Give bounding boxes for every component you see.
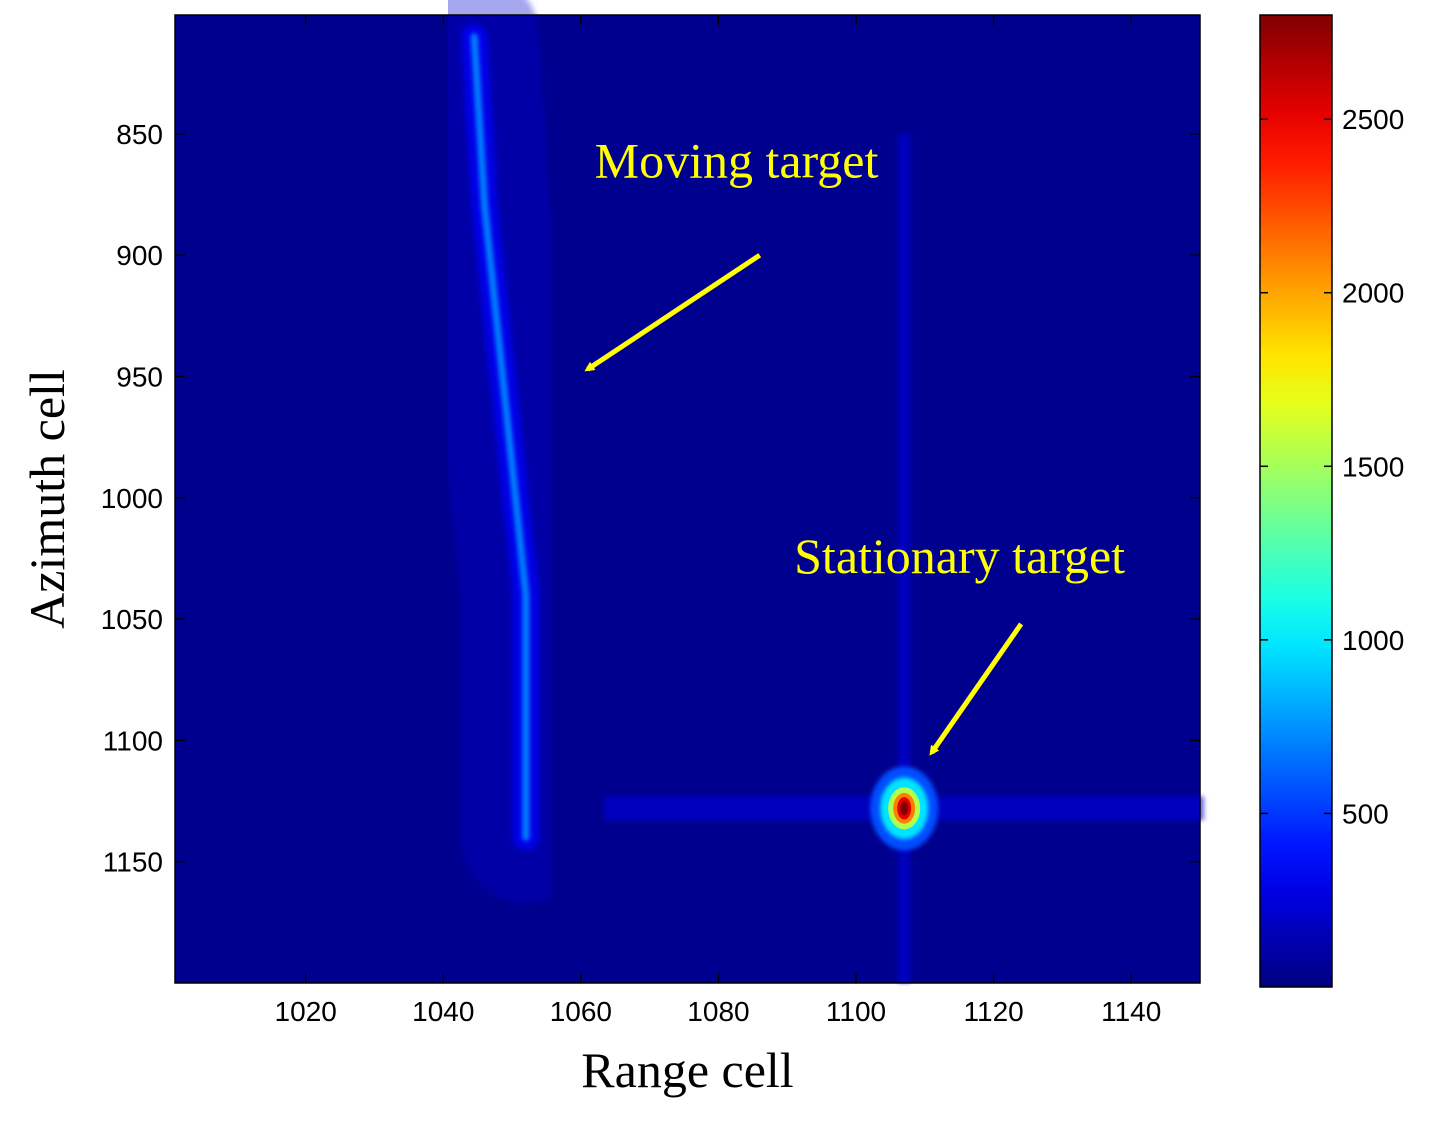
annotation-stationary-target-label: Stationary target xyxy=(794,528,1125,584)
colorbar-tick-label: 500 xyxy=(1342,798,1389,829)
y-tick-label: 850 xyxy=(116,119,163,150)
y-tick-label: 1050 xyxy=(101,604,163,635)
x-axis-label: Range cell xyxy=(581,1042,793,1098)
heatmap-features xyxy=(409,0,1205,983)
colorbar-ticks: 500 1000 1500 2000 2500 xyxy=(1260,104,1404,829)
y-tick-label: 1150 xyxy=(103,847,163,878)
colorbar-scale xyxy=(1259,14,1333,988)
y-tick-label: 950 xyxy=(116,361,163,392)
annotation-stationary-target-arrow xyxy=(929,622,1024,756)
annotations: Moving target Stationary target xyxy=(584,133,1125,756)
annotation-moving-target-label: Moving target xyxy=(595,133,879,189)
heatmap-background xyxy=(175,15,1200,983)
y-axis-label: Azimuth cell xyxy=(19,369,75,629)
y-axis-ticks: 850 900 950 1000 1050 1100 1150 xyxy=(101,119,1200,878)
colorbar-tick-label: 1000 xyxy=(1342,625,1404,656)
y-tick-label: 1000 xyxy=(101,483,163,514)
heatmap-axes: Moving target Stationary target 1020 1040… xyxy=(19,0,1205,1098)
heatmap-frame xyxy=(174,14,1201,984)
x-tick-label: 1080 xyxy=(687,996,749,1027)
x-axis-ticks: 1020 1040 1060 1080 1100 1120 1140 xyxy=(275,15,1161,1027)
moving-target-streak xyxy=(470,33,530,841)
colorbar-tick-label: 1500 xyxy=(1342,451,1404,482)
colorbar-tick-label: 2500 xyxy=(1342,104,1404,135)
x-tick-label: 1040 xyxy=(412,996,474,1027)
stationary-target-peak-ring xyxy=(900,801,909,816)
annotation-moving-target-arrow xyxy=(584,253,762,372)
y-tick-label: 900 xyxy=(116,240,163,271)
x-tick-label: 1020 xyxy=(275,996,337,1027)
colorbar: 500 1000 1500 2000 2500 xyxy=(1259,14,1404,988)
x-tick-label: 1060 xyxy=(550,996,612,1027)
x-tick-label: 1120 xyxy=(964,996,1024,1027)
x-tick-label: 1100 xyxy=(826,996,886,1027)
colorbar-tick-label: 2000 xyxy=(1342,278,1404,309)
y-tick-label: 1100 xyxy=(103,725,163,756)
x-tick-label: 1140 xyxy=(1101,996,1161,1027)
